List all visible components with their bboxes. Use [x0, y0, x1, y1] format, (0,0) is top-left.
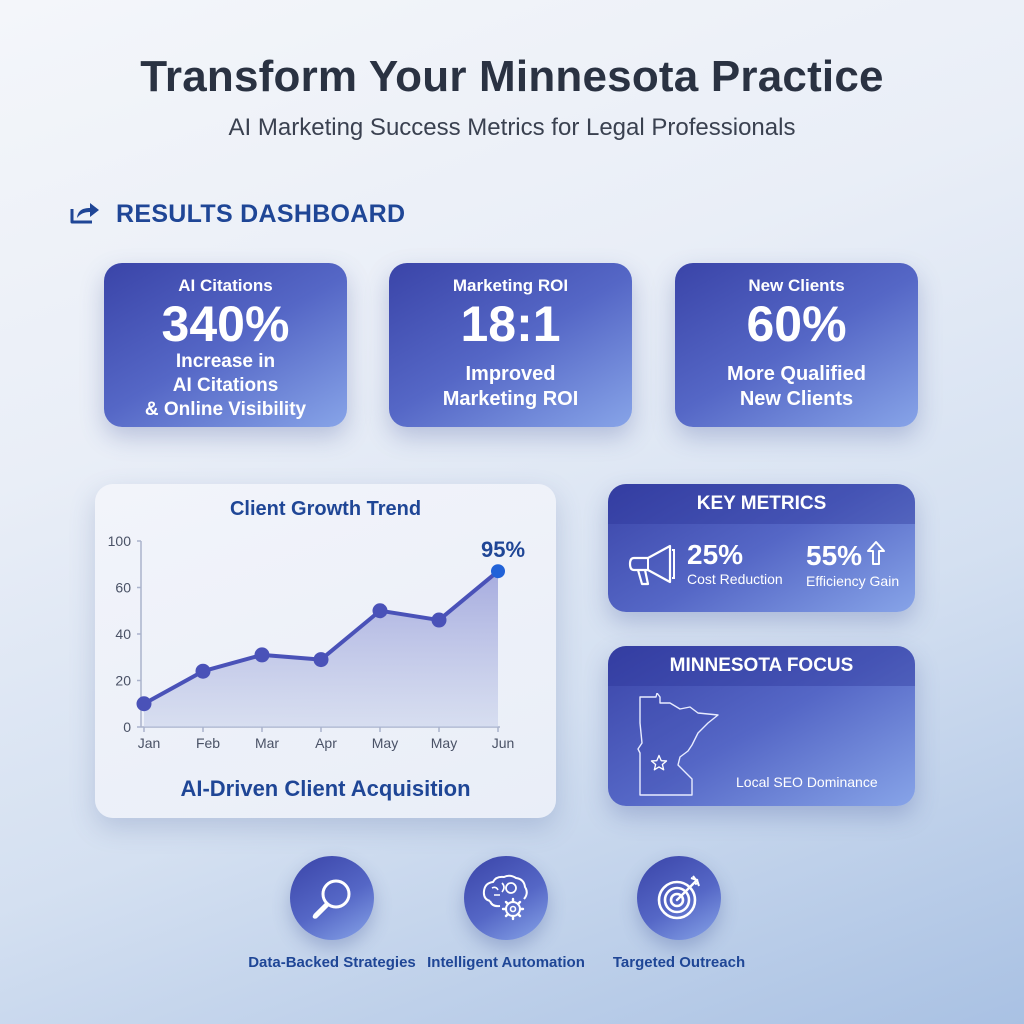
chart-footer: AI-Driven Client Acquisition — [180, 776, 471, 801]
stat-value: 60% — [746, 296, 847, 352]
feature-targeted-outreach: Targeted Outreach — [589, 856, 769, 971]
metric-efficiency-gain: 55% Efficiency Gain — [806, 540, 899, 590]
x-tick-label: May — [372, 735, 398, 751]
metric-label: Efficiency Gain — [806, 573, 900, 589]
chart-data-point — [431, 612, 447, 628]
page-subtitle: AI Marketing Success Metrics for Legal P… — [228, 114, 796, 141]
stat-desc-line: AI Citations — [172, 375, 279, 396]
star-icon — [650, 754, 668, 777]
stat-card-marketing-roi: Marketing ROI 18:1 Improved Marketing RO… — [389, 263, 632, 427]
y-tick-label: 100 — [108, 533, 132, 549]
stat-label: AI Citations — [178, 276, 273, 295]
stat-label: New Clients — [748, 276, 845, 295]
page-title: Transform Your Minnesota Practice — [140, 52, 884, 101]
feature-label: Intelligent Automation — [427, 954, 585, 971]
chart-data-point — [372, 603, 388, 619]
feature-intelligent-automation: Intelligent Automation — [416, 856, 596, 971]
chart-title: Client Growth Trend — [229, 498, 422, 520]
stat-desc-line: & Online Visibility — [144, 399, 307, 420]
stat-label: Marketing ROI — [452, 276, 569, 295]
arrow-up-icon — [866, 540, 886, 572]
stat-desc-line: More Qualified — [727, 363, 866, 385]
metric-cost-reduction: 25% Cost Reduction — [687, 540, 783, 588]
metric-value: 55% — [806, 540, 863, 571]
chart-area-fill — [144, 571, 498, 727]
stat-desc-line: New Clients — [739, 388, 854, 410]
x-tick-label: Feb — [196, 735, 220, 751]
minnesota-caption: Local SEO Dominance — [736, 774, 878, 790]
chart-data-point — [254, 647, 270, 663]
key-metrics-title: KEY METRICS — [608, 484, 915, 524]
chart-highlight-label: 95% — [481, 537, 525, 562]
metric-value: 25% — [687, 539, 744, 570]
feature-label: Data-Backed Strategies — [248, 954, 416, 971]
stat-value: 340% — [161, 296, 290, 352]
client-growth-chart: 0 20 40 60 100 Jan Feb Mar Apr May May Jun 95% — [108, 533, 525, 751]
y-tick-label: 0 — [123, 719, 131, 735]
key-metrics-panel: KEY METRICS 25% Cost Reduction 55% Effic… — [608, 484, 915, 612]
chart-data-point — [313, 652, 329, 668]
share-arrow-icon — [68, 199, 102, 230]
x-tick-label: Jun — [492, 735, 515, 751]
stat-desc-line: Increase in — [175, 351, 276, 372]
metric-label: Cost Reduction — [687, 571, 783, 587]
target-arrow-icon — [637, 856, 721, 940]
stat-card-new-clients: New Clients 60% More Qualified New Clien… — [675, 263, 918, 427]
y-tick-label: 40 — [115, 626, 131, 642]
magnifier-icon — [290, 856, 374, 940]
y-tick-label: 60 — [115, 580, 131, 596]
minnesota-focus-panel: MINNESOTA FOCUS Local SEO Dominance — [608, 646, 915, 806]
feature-label: Targeted Outreach — [612, 954, 746, 971]
minnesota-map-icon — [636, 692, 726, 802]
megaphone-icon — [628, 542, 678, 593]
stat-desc-line: Improved — [465, 363, 556, 385]
x-tick-label: Apr — [315, 735, 337, 751]
x-tick-label: Mar — [255, 735, 279, 751]
brain-gear-icon — [464, 856, 548, 940]
x-tick-label: Jan — [138, 735, 161, 751]
y-tick-label: 20 — [115, 673, 131, 689]
stat-desc-line: Marketing ROI — [442, 388, 579, 410]
section-title: RESULTS DASHBOARD — [116, 200, 406, 228]
feature-data-backed-strategies: Data-Backed Strategies — [242, 856, 422, 971]
minnesota-focus-title: MINNESOTA FOCUS — [608, 646, 915, 686]
section-header: RESULTS DASHBOARD — [68, 199, 405, 230]
x-tick-label: May — [431, 735, 457, 751]
stat-value: 18:1 — [460, 296, 561, 352]
chart-data-point — [136, 696, 152, 712]
stat-card-ai-citations: AI Citations 340% Increase in AI Citatio… — [104, 263, 347, 427]
chart-data-point — [491, 564, 505, 579]
chart-data-point — [195, 663, 211, 679]
client-growth-chart-panel: Client Growth Trend 0 20 40 60 100 Jan Feb Mar A… — [95, 484, 556, 818]
